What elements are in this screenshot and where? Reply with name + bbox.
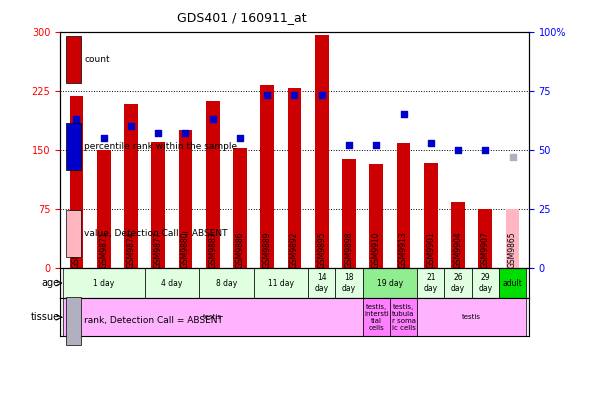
Text: GSM9880: GSM9880 xyxy=(181,231,190,268)
Bar xyxy=(335,268,362,299)
Bar xyxy=(199,268,254,299)
Point xyxy=(290,92,299,99)
Text: 14
day: 14 day xyxy=(315,273,329,293)
Text: GSM9883: GSM9883 xyxy=(208,231,217,268)
Point xyxy=(508,154,517,160)
Bar xyxy=(499,268,526,299)
Text: testis,
tubula
r soma
ic cells: testis, tubula r soma ic cells xyxy=(391,304,415,331)
Bar xyxy=(260,85,274,268)
Text: GSM9874: GSM9874 xyxy=(126,231,135,268)
Point xyxy=(344,142,354,148)
Text: tissue: tissue xyxy=(31,312,59,322)
Text: GSM9889: GSM9889 xyxy=(263,231,272,268)
Text: GSM9892: GSM9892 xyxy=(290,231,299,268)
Bar xyxy=(63,268,145,299)
Text: count: count xyxy=(84,55,110,64)
Point xyxy=(72,116,81,122)
Text: testis,
intersti
tial
cells: testis, intersti tial cells xyxy=(364,304,389,331)
Text: 1 day: 1 day xyxy=(93,278,114,287)
Text: testis: testis xyxy=(203,314,222,320)
Bar xyxy=(424,163,438,268)
Text: 8 day: 8 day xyxy=(216,278,237,287)
Text: 21
day: 21 day xyxy=(424,273,438,293)
Text: testis: testis xyxy=(462,314,481,320)
Point xyxy=(480,147,490,153)
Text: 19 day: 19 day xyxy=(377,278,403,287)
Bar xyxy=(288,88,301,268)
Text: 29
day: 29 day xyxy=(478,273,492,293)
Point xyxy=(153,130,163,136)
Text: 26
day: 26 day xyxy=(451,273,465,293)
Point xyxy=(317,92,326,99)
Text: rank, Detection Call = ABSENT: rank, Detection Call = ABSENT xyxy=(84,316,223,325)
Point xyxy=(126,123,136,129)
Text: 4 day: 4 day xyxy=(161,278,183,287)
Text: GSM9913: GSM9913 xyxy=(399,231,408,268)
Bar xyxy=(417,299,526,336)
Text: GSM9904: GSM9904 xyxy=(454,231,463,268)
Point xyxy=(371,142,381,148)
Text: GDS401 / 160911_at: GDS401 / 160911_at xyxy=(177,11,307,24)
Point xyxy=(235,135,245,141)
Bar xyxy=(151,142,165,268)
Bar xyxy=(206,101,219,268)
Bar xyxy=(362,268,417,299)
Text: GSM9898: GSM9898 xyxy=(344,231,353,268)
Bar xyxy=(444,268,472,299)
Bar xyxy=(97,150,111,268)
Point xyxy=(99,135,109,141)
Text: age: age xyxy=(41,278,59,288)
Bar xyxy=(254,268,308,299)
Text: 18
day: 18 day xyxy=(342,273,356,293)
Point xyxy=(426,139,436,146)
Bar xyxy=(370,164,383,268)
Point xyxy=(398,111,408,118)
Bar xyxy=(70,96,84,268)
Bar xyxy=(145,268,199,299)
Text: GSM9910: GSM9910 xyxy=(372,231,381,268)
Bar xyxy=(505,209,519,268)
Bar xyxy=(63,299,362,336)
Bar xyxy=(308,268,335,299)
Bar xyxy=(397,143,410,268)
Text: GSM9886: GSM9886 xyxy=(236,231,245,268)
Bar xyxy=(478,209,492,268)
Text: GSM9868: GSM9868 xyxy=(72,231,81,268)
Bar xyxy=(451,202,465,268)
Point xyxy=(208,116,218,122)
Bar xyxy=(417,268,444,299)
Bar xyxy=(233,148,247,268)
Bar xyxy=(472,268,499,299)
Bar xyxy=(362,299,390,336)
Text: adult: adult xyxy=(502,278,522,287)
Bar xyxy=(390,299,417,336)
Bar xyxy=(178,130,192,268)
Text: GSM9907: GSM9907 xyxy=(481,231,490,268)
Text: GSM9901: GSM9901 xyxy=(426,231,435,268)
Bar xyxy=(342,159,356,268)
Text: GSM9877: GSM9877 xyxy=(154,231,163,268)
Text: GSM9865: GSM9865 xyxy=(508,231,517,268)
Text: value, Detection Call = ABSENT: value, Detection Call = ABSENT xyxy=(84,229,228,238)
Text: 11 day: 11 day xyxy=(268,278,294,287)
Bar xyxy=(124,104,138,268)
Bar xyxy=(315,35,329,268)
Point xyxy=(453,147,463,153)
Text: GSM9871: GSM9871 xyxy=(99,231,108,268)
Point xyxy=(181,130,191,136)
Point xyxy=(263,92,272,99)
Text: GSM9895: GSM9895 xyxy=(317,231,326,268)
Text: percentile rank within the sample: percentile rank within the sample xyxy=(84,142,237,151)
